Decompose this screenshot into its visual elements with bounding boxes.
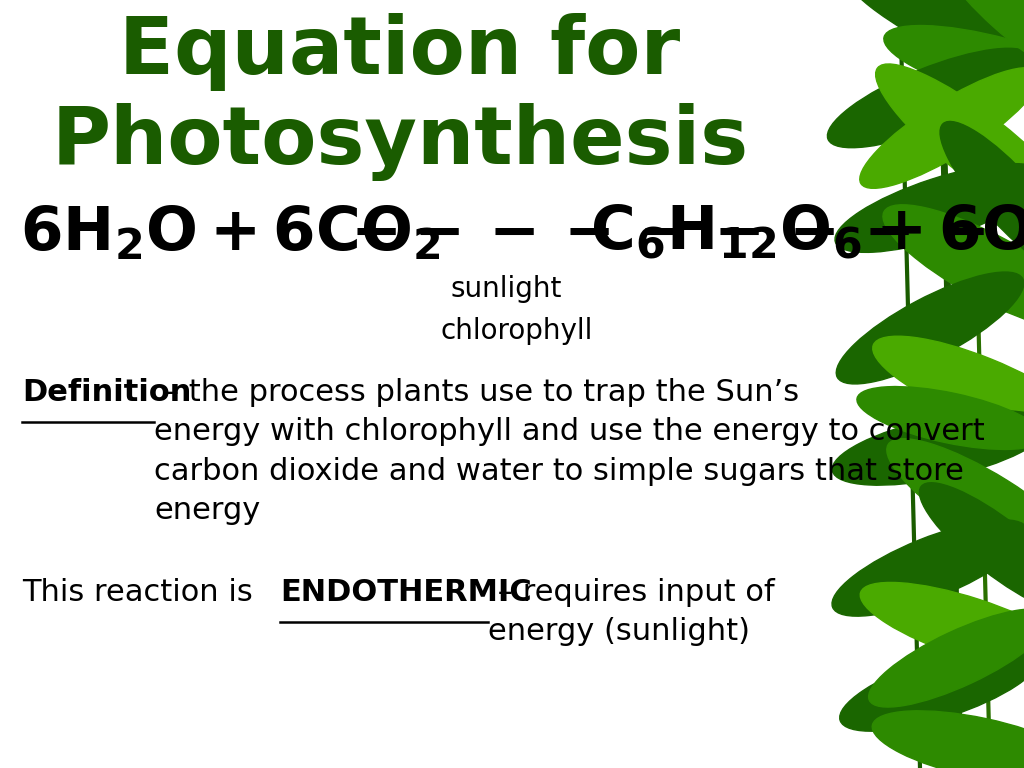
Ellipse shape xyxy=(872,336,1024,440)
Ellipse shape xyxy=(837,272,1024,384)
Ellipse shape xyxy=(868,609,1024,707)
Ellipse shape xyxy=(827,48,1024,147)
Text: – requires input of
energy (sunlight): – requires input of energy (sunlight) xyxy=(488,578,774,647)
Ellipse shape xyxy=(833,411,1024,485)
Ellipse shape xyxy=(835,164,1024,253)
Ellipse shape xyxy=(843,0,1024,94)
Text: $\mathbf{---------->}$: $\mathbf{---------->}$ xyxy=(350,204,1024,263)
Ellipse shape xyxy=(883,205,1024,331)
Text: Definition: Definition xyxy=(22,378,191,407)
Ellipse shape xyxy=(860,68,1024,188)
Ellipse shape xyxy=(940,121,1024,274)
Ellipse shape xyxy=(872,711,1024,768)
Text: ENDOTHERMIC: ENDOTHERMIC xyxy=(280,578,531,607)
Ellipse shape xyxy=(884,25,1024,111)
Ellipse shape xyxy=(840,645,1024,731)
Ellipse shape xyxy=(831,520,1024,616)
Text: chlorophyll: chlorophyll xyxy=(440,317,592,345)
Text: sunlight: sunlight xyxy=(450,275,561,303)
Text: $\mathbf{6H_2O + 6CO_2}$: $\mathbf{6H_2O + 6CO_2}$ xyxy=(20,204,440,263)
Ellipse shape xyxy=(857,386,1024,449)
Ellipse shape xyxy=(920,483,1024,614)
Text: Equation for: Equation for xyxy=(120,13,681,91)
Ellipse shape xyxy=(860,582,1024,674)
Ellipse shape xyxy=(934,0,1024,78)
Text: This reaction is: This reaction is xyxy=(22,578,262,607)
Text: $\mathbf{C_6H_{12}O_6+ 6O_2}$: $\mathbf{C_6H_{12}O_6+ 6O_2}$ xyxy=(590,204,1024,263)
Text: Photosynthesis: Photosynthesis xyxy=(51,103,749,181)
Text: – the process plants use to trap the Sun’s
energy with chlorophyll and use the e: – the process plants use to trap the Sun… xyxy=(154,378,985,525)
Ellipse shape xyxy=(876,64,1024,232)
Ellipse shape xyxy=(887,439,1024,578)
